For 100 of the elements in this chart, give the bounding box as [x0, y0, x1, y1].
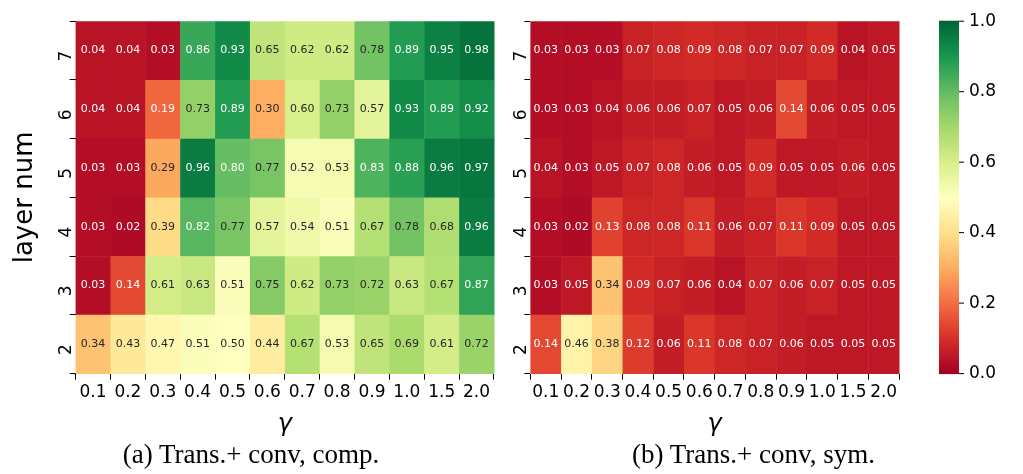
- data-label: 0.05: [871, 219, 896, 233]
- data-label: 0.57: [359, 102, 385, 116]
- data-label: 0.51: [220, 278, 245, 292]
- x-tick-label: 0.7: [716, 381, 744, 402]
- data-label: 0.05: [840, 102, 866, 116]
- data-label: 0.03: [150, 43, 176, 57]
- color-bar-label: 1.0: [969, 9, 997, 30]
- x-tick-label: 0.2: [114, 381, 142, 402]
- data-label: 0.05: [871, 337, 896, 351]
- data-label: 0.51: [324, 219, 350, 233]
- data-label: 0.03: [533, 278, 559, 292]
- y-tick-label: 6: [55, 109, 76, 121]
- x-tick-label: 2.0: [463, 381, 491, 402]
- data-label: 0.51: [185, 337, 210, 351]
- x-tick-label: 0.6: [253, 381, 281, 402]
- data-label: 0.06: [656, 102, 681, 116]
- data-label: 0.65: [255, 43, 280, 57]
- data-label: 0.06: [748, 102, 774, 116]
- data-label: 0.44: [255, 337, 280, 351]
- data-label: 0.08: [625, 219, 651, 233]
- y-tick-label: 4: [55, 226, 76, 238]
- color-bar-label: 0.2: [969, 291, 997, 312]
- data-label: 0.53: [324, 160, 350, 174]
- data-label: 0.08: [717, 43, 743, 57]
- x-tick-label: 0.9: [358, 381, 386, 402]
- data-label: 0.06: [625, 102, 651, 116]
- data-label: 0.07: [625, 43, 651, 57]
- x-tick-label: 0.1: [79, 381, 107, 402]
- data-label: 0.06: [779, 337, 804, 351]
- x-tick-label: 0.5: [655, 381, 683, 402]
- data-label: 0.11: [779, 219, 804, 233]
- color-bar-label: 0.0: [969, 362, 997, 383]
- data-label: 0.13: [594, 219, 620, 233]
- data-label: 0.34: [80, 337, 106, 351]
- y-tick-label: 3: [55, 285, 76, 297]
- color-bar-label: 0.6: [969, 150, 997, 171]
- data-label: 0.14: [115, 278, 141, 292]
- data-label: 0.03: [80, 278, 106, 292]
- data-label: 0.07: [748, 278, 774, 292]
- data-label: 0.14: [533, 337, 559, 351]
- text: (a) Trans.+ conv, comp.: [122, 438, 380, 469]
- data-label: 0.53: [324, 337, 350, 351]
- data-label: 0.03: [115, 160, 141, 174]
- data-label: 0.04: [80, 102, 106, 116]
- data-label: 0.60: [289, 102, 315, 116]
- text: (b) Trans.+ conv, sym.: [632, 438, 875, 469]
- data-label: 0.03: [80, 160, 106, 174]
- data-label: 0.57: [255, 219, 280, 233]
- data-label: 0.12: [625, 337, 651, 351]
- data-label: 0.07: [687, 102, 712, 116]
- x-tick-label: 0.8: [323, 381, 351, 402]
- x-tick-label: 0.5: [218, 381, 247, 402]
- data-label: 0.75: [255, 278, 280, 292]
- data-label: 0.78: [359, 43, 385, 57]
- x-tick-label: 1.5: [839, 381, 867, 402]
- data-label: 0.96: [429, 160, 454, 174]
- color-bar-label: 0.8: [969, 80, 997, 101]
- data-label: 0.87: [464, 278, 489, 292]
- data-label: 0.97: [464, 160, 489, 174]
- x-tick-label: 2.0: [870, 381, 898, 402]
- data-label: 0.05: [840, 219, 866, 233]
- data-label: 0.11: [687, 219, 712, 233]
- data-label: 0.06: [840, 160, 866, 174]
- data-label: 0.88: [394, 160, 420, 174]
- data-label: 0.19: [150, 102, 176, 116]
- data-label: 0.05: [840, 278, 866, 292]
- data-label: 0.62: [289, 43, 315, 57]
- data-label: 0.96: [464, 219, 489, 233]
- data-label: 0.04: [533, 160, 559, 174]
- data-label: 0.02: [564, 219, 589, 233]
- x-tick-label: 0.6: [685, 381, 713, 402]
- data-label: 0.03: [533, 102, 559, 116]
- data-label: 0.05: [779, 160, 804, 174]
- y-tick-label: 5: [55, 168, 76, 179]
- data-label: 0.05: [871, 43, 896, 57]
- data-label: 0.54: [289, 219, 315, 233]
- x-tick-label: 1.0: [393, 381, 421, 402]
- data-label: 0.07: [748, 337, 774, 351]
- data-label: 0.04: [115, 102, 141, 116]
- data-label: 0.89: [429, 102, 454, 116]
- data-label: 0.06: [809, 102, 835, 116]
- data-label: 0.04: [115, 43, 141, 57]
- x-tick-label: 1.0: [808, 381, 836, 402]
- data-label: 0.93: [220, 43, 245, 57]
- data-label: 0.06: [717, 219, 743, 233]
- data-label: 0.05: [871, 160, 896, 174]
- data-label: 0.82: [185, 219, 210, 233]
- data-label: 0.08: [717, 337, 743, 351]
- data-label: 0.08: [656, 219, 681, 233]
- y-tick-label: 2: [55, 344, 76, 356]
- x-tick-label: 0.3: [593, 381, 621, 402]
- data-label: 0.03: [564, 102, 589, 116]
- data-label: 0.63: [394, 278, 420, 292]
- data-label: 0.65: [359, 337, 385, 351]
- data-label: 0.05: [871, 102, 896, 116]
- x-axis-title: γ: [277, 409, 294, 438]
- data-label: 0.08: [656, 43, 681, 57]
- data-label: 0.05: [564, 278, 589, 292]
- data-label: 0.62: [289, 278, 315, 292]
- y-tick-label: 2: [509, 344, 530, 356]
